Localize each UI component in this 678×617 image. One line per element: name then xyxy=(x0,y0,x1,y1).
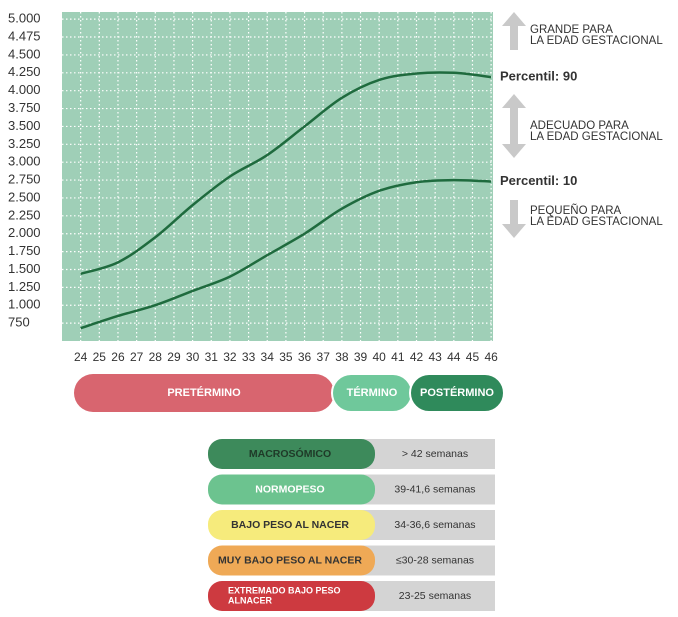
x-tick-label: 32 xyxy=(223,350,237,364)
period-bar xyxy=(409,373,505,413)
y-tick-label: 3.000 xyxy=(8,154,41,169)
x-tick-label: 24 xyxy=(74,350,88,364)
arrows xyxy=(502,12,526,238)
x-tick-label: 36 xyxy=(298,350,312,364)
series-line xyxy=(80,178,492,330)
y-tick-label: 4.500 xyxy=(8,46,41,61)
y-tick-label: 750 xyxy=(8,315,30,330)
x-tick-label: 42 xyxy=(410,350,424,364)
annotation: LA EDAD GESTACIONAL xyxy=(530,216,663,228)
y-tick-label: 5.000 xyxy=(8,11,41,26)
x-tick-label: 30 xyxy=(186,350,200,364)
series-line xyxy=(80,71,492,275)
weeks-label: 39-41,6 semanas xyxy=(394,483,475,495)
period-label: TÉRMINO xyxy=(347,386,398,399)
y-tick-label: 4.000 xyxy=(8,82,41,97)
class-box xyxy=(208,474,375,505)
class-label: BAJO PESO AL NACER xyxy=(231,519,349,531)
x-tick-label: 33 xyxy=(242,350,256,364)
y-tick-label: 3.500 xyxy=(8,118,41,133)
y-tick-label: 1.750 xyxy=(8,243,41,258)
annotation: ADECUADO PARA xyxy=(530,120,629,132)
y-tick-label: 1.500 xyxy=(8,261,41,276)
arrow-down xyxy=(502,200,526,238)
x-tick-label: 40 xyxy=(373,350,387,364)
class-label: MACROSÓMICO xyxy=(249,447,331,460)
series-label: Percentil: 10 xyxy=(500,173,577,188)
x-tick-label: 27 xyxy=(130,350,144,364)
x-tick-label: 41 xyxy=(391,350,405,364)
x-tick-label: 31 xyxy=(205,350,219,364)
class-box xyxy=(208,545,375,576)
x-tick-label: 39 xyxy=(354,350,368,364)
y-tick-label: 3.250 xyxy=(8,136,41,151)
x-tick-label: 43 xyxy=(428,350,442,364)
x-tick-label: 26 xyxy=(111,350,125,364)
y-tick-label: 1.000 xyxy=(8,297,41,312)
period-label: POSTÉRMINO xyxy=(420,386,494,399)
plot-background xyxy=(62,12,493,341)
class-label: EXTREMADO BAJO PESO xyxy=(228,585,341,595)
class-box xyxy=(208,581,375,611)
x-tick-label: 44 xyxy=(447,350,461,364)
annotation: PEQUEÑO PARA xyxy=(530,204,621,217)
class-box xyxy=(208,510,375,540)
x-tick-label: 28 xyxy=(149,350,163,364)
arrow-up xyxy=(502,12,526,50)
class-label: MUY BAJO PESO AL NACER xyxy=(218,554,362,566)
weeks-label: > 42 semanas xyxy=(402,448,468,460)
y-tick-label: 3.750 xyxy=(8,100,41,115)
weeks-label: ≤30-28 semanas xyxy=(396,554,474,566)
y-tick-label: 4.475 xyxy=(8,28,41,43)
period-bar xyxy=(74,374,334,412)
y-tick-label: 2.250 xyxy=(8,207,41,222)
x-tick-label: 35 xyxy=(279,350,293,364)
series-label: Percentil: 90 xyxy=(500,69,577,84)
x-tick-label: 46 xyxy=(484,350,498,364)
class-box xyxy=(208,439,375,469)
class-label: ALNACER xyxy=(228,595,272,605)
y-tick-label: 2.500 xyxy=(8,189,41,204)
period-label: PRETÉRMINO xyxy=(167,386,241,399)
annotation: GRANDE PARA xyxy=(530,24,613,36)
y-tick-label: 2.000 xyxy=(8,225,41,240)
x-tick-label: 34 xyxy=(261,350,275,364)
y-tick-label: 4.250 xyxy=(8,64,41,79)
weeks-label: 34-36,6 semanas xyxy=(394,519,475,531)
weeks-label: 23-25 semanas xyxy=(399,590,471,602)
x-tick-label: 37 xyxy=(317,350,331,364)
y-tick-label: 1.250 xyxy=(8,279,41,294)
annotation: LA EDAD GESTACIONAL xyxy=(530,131,663,143)
x-tick-label: 38 xyxy=(335,350,349,364)
x-tick-label: 29 xyxy=(167,350,181,364)
y-tick-label: 2.750 xyxy=(8,172,41,187)
arrow-both xyxy=(502,94,526,158)
class-label: NORMOPESO xyxy=(255,483,324,495)
annotation: LA EDAD GESTACIONAL xyxy=(530,35,663,47)
x-tick-label: 25 xyxy=(93,350,107,364)
x-tick-label: 45 xyxy=(466,350,480,364)
